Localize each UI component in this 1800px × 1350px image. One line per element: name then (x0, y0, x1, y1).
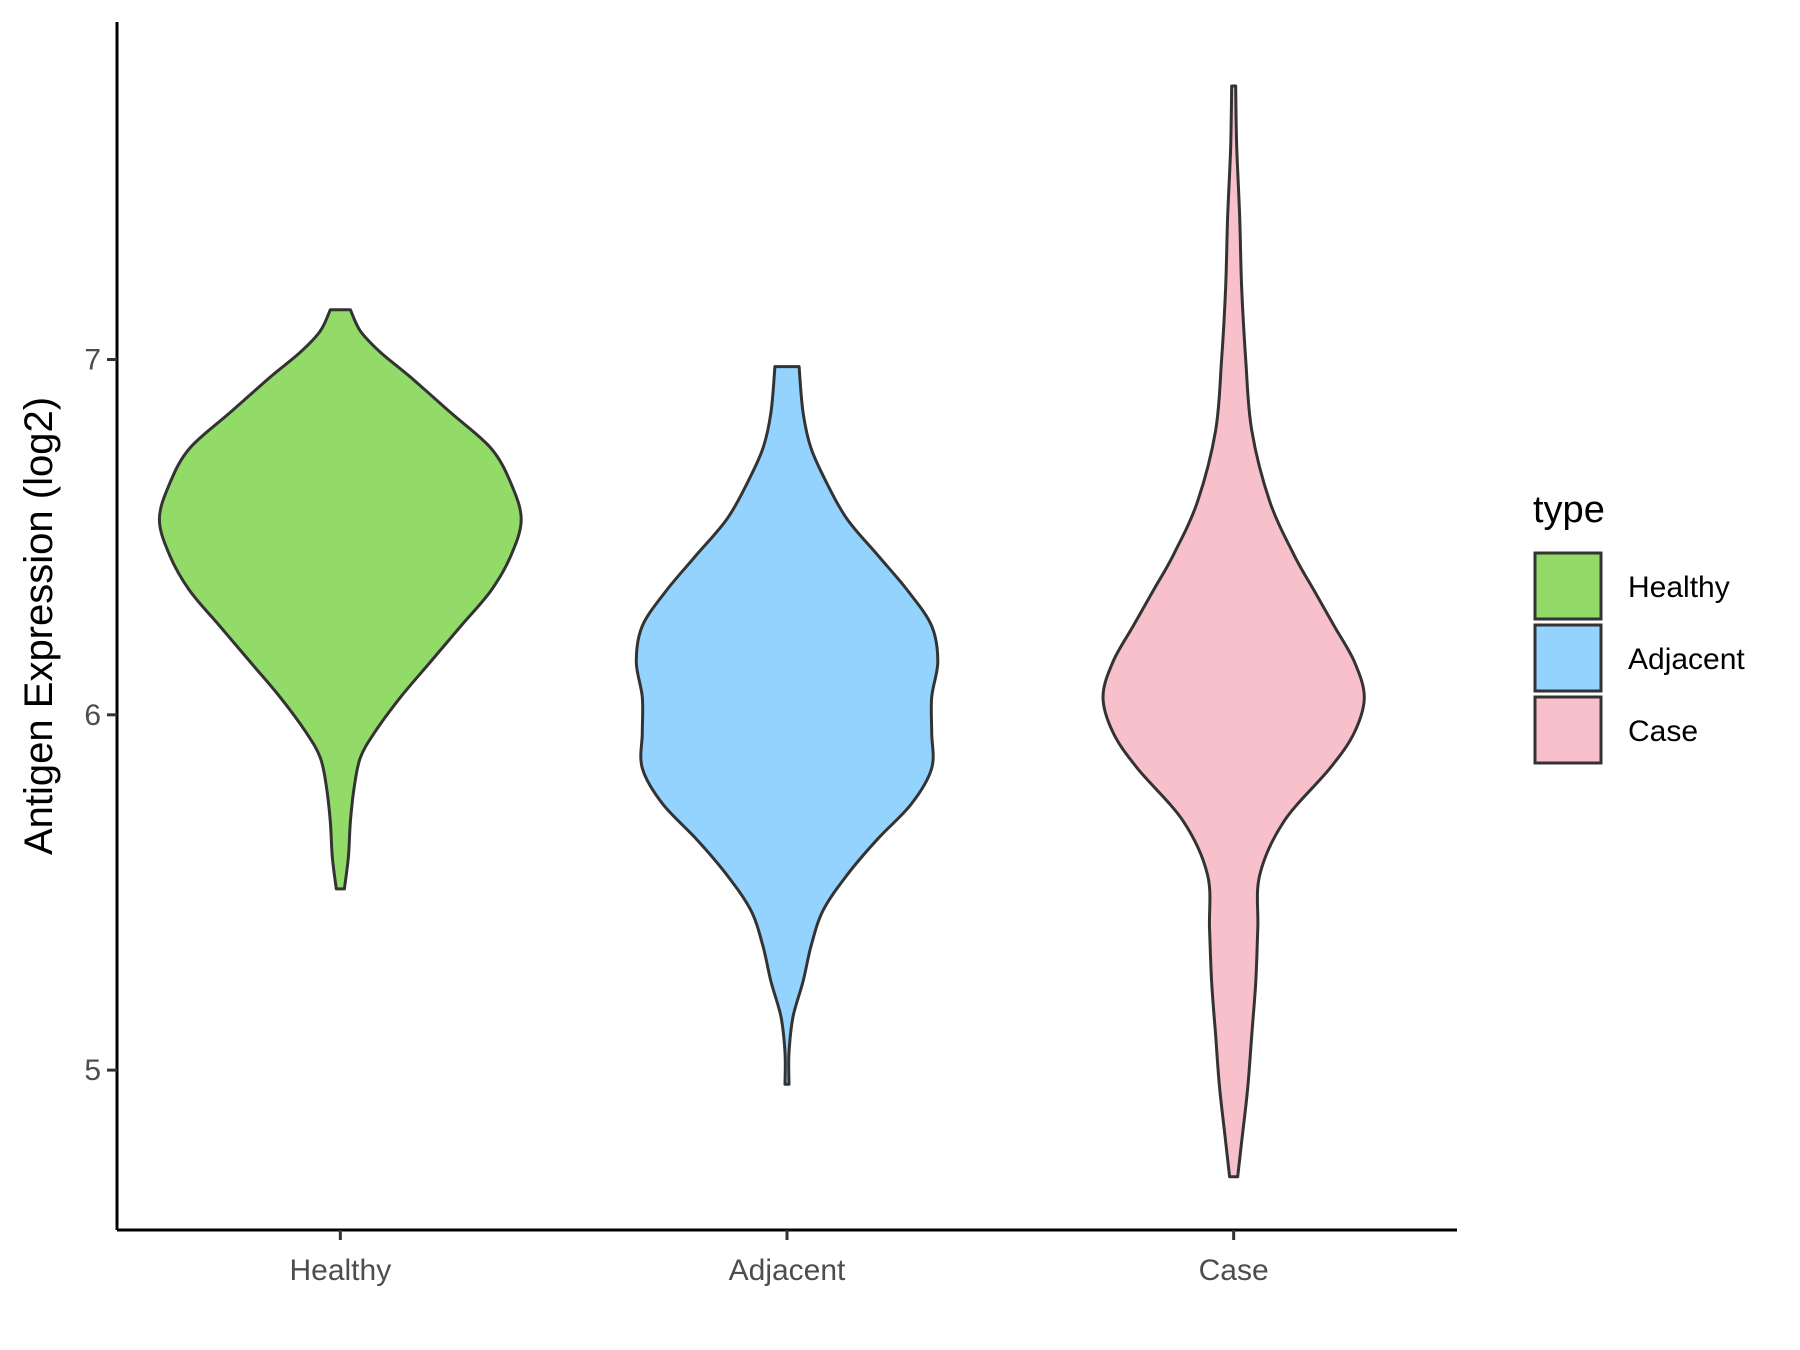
legend-swatch-case (1533, 695, 1603, 765)
x-tick-label: Case (1199, 1254, 1269, 1287)
legend-swatch-healthy (1533, 551, 1603, 621)
y-tick-label: 5 (84, 1054, 101, 1087)
x-tick-label: Healthy (289, 1254, 391, 1287)
legend-title: type (1533, 489, 1605, 531)
legend: type Healthy Adjacent Case (1533, 489, 1745, 765)
x-tick-label: Adjacent (729, 1254, 846, 1287)
legend-swatch-adjacent (1533, 623, 1603, 693)
violin-adjacent (634, 365, 940, 1086)
y-ticks-group: 5 6 7 (84, 344, 117, 1087)
legend-label-case: Case (1628, 715, 1698, 748)
violin-case (1101, 84, 1366, 1179)
legend-label-adjacent: Adjacent (1628, 643, 1745, 676)
violins-group (157, 84, 1366, 1179)
y-axis-title: Antigen Expression (log2) (17, 397, 61, 855)
legend-entries: Healthy Adjacent Case (1533, 551, 1745, 765)
x-ticks-group: Healthy Adjacent Case (289, 1230, 1269, 1287)
violin-healthy (157, 308, 523, 891)
y-tick-label: 6 (84, 699, 101, 732)
y-tick-label: 7 (84, 344, 101, 377)
legend-label-healthy: Healthy (1628, 571, 1730, 604)
